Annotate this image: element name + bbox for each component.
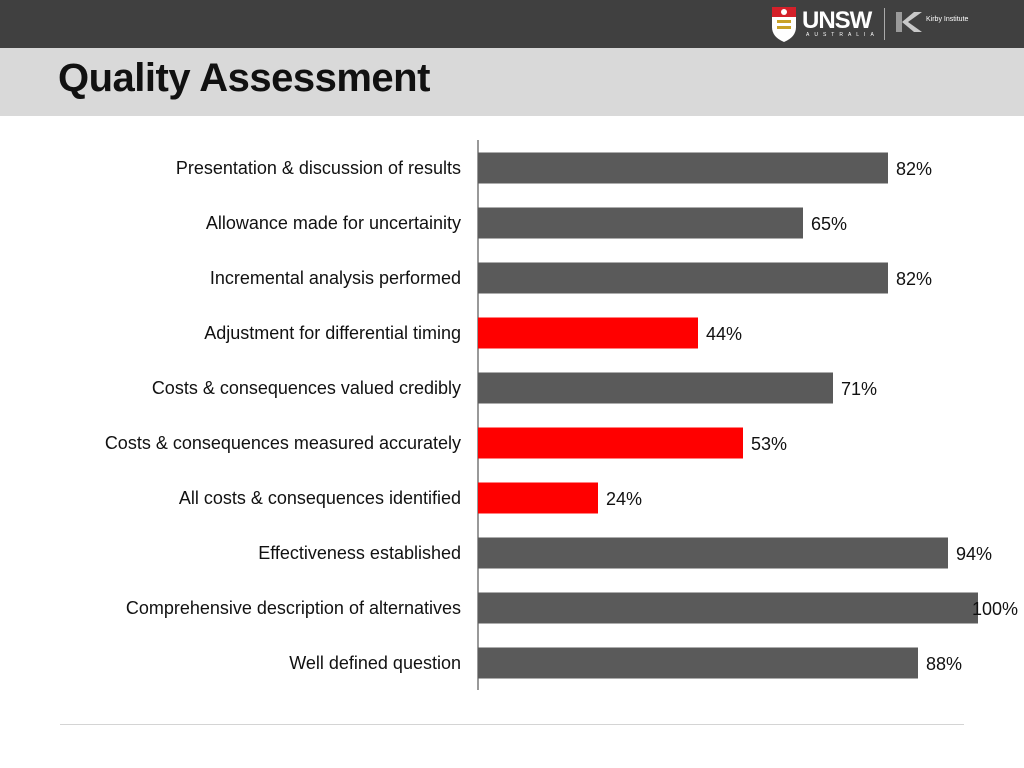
value-label: 100%: [972, 599, 1018, 619]
bar: [478, 427, 743, 459]
value-label: 65%: [811, 214, 847, 234]
value-label: 88%: [926, 654, 962, 674]
title-band: [0, 48, 1024, 116]
category-label: Comprehensive description of alternative…: [126, 598, 461, 618]
category-label: Costs & consequences valued credibly: [152, 378, 461, 398]
value-label: 82%: [896, 269, 932, 289]
bar: [478, 592, 978, 624]
bar: [478, 262, 888, 294]
category-label: Effectiveness established: [258, 543, 461, 563]
unsw-logo-subtext: AUSTRALIA: [806, 32, 879, 38]
bar: [478, 372, 833, 404]
bar: [478, 482, 598, 514]
category-label: Allowance made for uncertainity: [206, 213, 461, 233]
bar: [478, 207, 803, 239]
header-bar: [0, 0, 1024, 48]
value-label: 44%: [706, 324, 742, 344]
value-label: 94%: [956, 544, 992, 564]
kirby-mark-icon: [896, 12, 922, 32]
category-label: Presentation & discussion of results: [176, 158, 461, 178]
bar: [478, 537, 948, 569]
bar: [478, 317, 698, 349]
value-label: 53%: [751, 434, 787, 454]
bar: [478, 647, 918, 679]
unsw-logo-text: UNSW: [802, 7, 872, 34]
kirby-logo: Kirby Institute: [894, 10, 968, 39]
unsw-logo: UNSW AUSTRALIA: [770, 5, 874, 45]
bar: [478, 152, 888, 184]
logo-divider: [884, 8, 885, 40]
value-label: 24%: [606, 489, 642, 509]
unsw-crest-icon: [772, 7, 796, 42]
value-label: 82%: [896, 159, 932, 179]
category-label: Costs & consequences measured accurately: [105, 433, 461, 453]
category-label: Incremental analysis performed: [210, 268, 461, 288]
page-title: Quality Assessment: [58, 56, 430, 100]
kirby-logo-text: Kirby Institute: [926, 16, 969, 23]
value-label: 71%: [841, 379, 877, 399]
category-label: All costs & consequences identified: [179, 488, 461, 508]
category-label: Adjustment for differential timing: [204, 323, 461, 343]
footer-divider: [60, 724, 964, 725]
category-label: Well defined question: [289, 653, 461, 673]
